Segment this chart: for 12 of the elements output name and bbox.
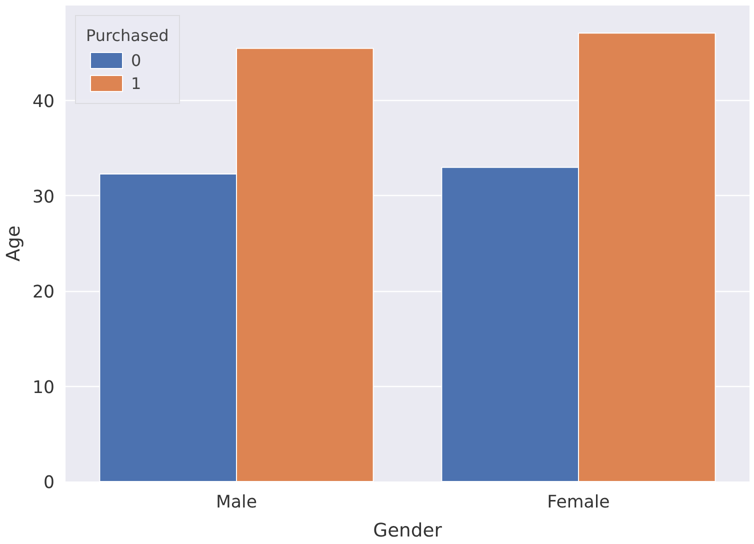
x-tick-label: Female <box>547 492 610 512</box>
x-axis-title: Gender <box>373 520 442 542</box>
legend-title: Purchased <box>86 26 169 45</box>
y-tick-label: 10 <box>32 378 55 398</box>
y-tick-label: 0 <box>43 473 55 493</box>
y-tick-label: 20 <box>32 282 55 303</box>
legend-label: 0 <box>131 50 142 70</box>
y-tick-label: 40 <box>32 92 55 112</box>
y-axis-title: Age <box>3 225 24 262</box>
legend-label: 1 <box>131 74 142 92</box>
x-tick-label: Male <box>216 492 258 512</box>
y-tick-label: 30 <box>32 187 55 208</box>
